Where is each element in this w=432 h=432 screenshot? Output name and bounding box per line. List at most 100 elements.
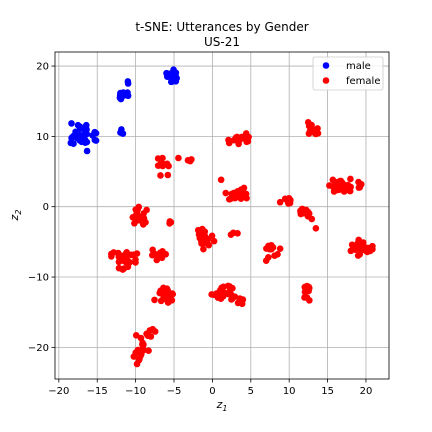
x-tick-label: 15	[321, 386, 334, 397]
scatter-point-female	[242, 130, 250, 137]
scatter-point-female	[147, 333, 155, 340]
scatter-point-female	[243, 194, 250, 202]
plot-frame	[54, 51, 390, 380]
scatter-point-female	[229, 284, 236, 292]
scatter-point-female	[333, 185, 341, 193]
legend-label-male: male	[346, 61, 371, 72]
scatter-point-female	[151, 296, 158, 304]
scatter-point-female	[234, 135, 241, 142]
scatter-point-female	[271, 252, 278, 259]
y-axis-label-subscript: 2	[14, 210, 23, 215]
y-tick-label: −20	[28, 343, 49, 354]
scatter-point-female	[357, 180, 365, 188]
scatter-point-female	[132, 332, 140, 339]
y-axis-label: z2	[8, 210, 23, 222]
scatter-point-female	[238, 300, 246, 308]
scatter-point-female	[133, 250, 141, 257]
legend-box	[312, 56, 384, 91]
scatter-point-female	[222, 189, 230, 197]
scatter-point-female	[340, 182, 347, 189]
scatter-point-female	[157, 172, 164, 179]
scatter-point-female	[132, 259, 139, 266]
scatter-point-male	[117, 95, 125, 103]
scatter-point-female	[262, 257, 270, 265]
scatter-point-female	[276, 198, 284, 206]
scatter-point-female	[346, 187, 354, 195]
scatter-point-female	[234, 230, 241, 237]
scatter-point-female	[276, 245, 284, 252]
scatter-point-female	[188, 156, 195, 163]
scatter-point-female	[354, 239, 362, 247]
x-tick-label: 0	[209, 386, 215, 397]
scatter-point-female	[145, 347, 152, 355]
scatter-point-male	[83, 147, 91, 155]
legend-marker-male	[322, 62, 330, 69]
scatter-point-female	[149, 246, 156, 254]
scatter-point-female	[347, 175, 354, 183]
x-tick-label: −5	[167, 386, 182, 397]
scatter-point-female	[140, 341, 147, 348]
scatter-point-female	[228, 296, 235, 303]
x-tick-label: −10	[125, 386, 146, 397]
scatter-point-female	[154, 155, 162, 162]
x-axis-label-subscript: 1	[222, 404, 227, 413]
scatter-point-female	[208, 291, 215, 298]
scatter-point-female	[123, 252, 130, 260]
scatter-point-female	[137, 334, 145, 342]
scatter-point-female	[160, 284, 167, 292]
y-tick-label: −10	[28, 273, 49, 284]
scatter-point-female	[164, 171, 172, 179]
x-axis-label: z1	[216, 398, 228, 413]
scatter-point-female	[308, 215, 316, 223]
scatter-point-female	[146, 327, 154, 334]
axis-ticks: −20 −15 −10 −5 0 5 10 15 20 −20 −10 0 10 20	[28, 62, 372, 397]
y-tick-label: 20	[36, 62, 49, 73]
scatter-point-female	[143, 206, 150, 214]
scatter-point-female	[137, 352, 144, 360]
x-tick-label: 10	[283, 386, 296, 397]
scatter-point-female	[135, 203, 143, 211]
scatter-point-female	[266, 245, 274, 253]
scatter-point-female	[210, 237, 218, 245]
scatter-point-female	[237, 194, 244, 202]
scatter-point-female	[225, 139, 233, 147]
scatter-point-female	[120, 265, 128, 272]
scatter-point-female	[148, 251, 156, 259]
scatter-point-female	[308, 121, 315, 129]
y-tick-label: 0	[43, 202, 49, 213]
legend-label-female: female	[346, 76, 380, 87]
scatter-point-female	[140, 346, 147, 353]
scatter-point-female	[303, 294, 311, 301]
scatter-point-male	[172, 78, 180, 85]
scatter-point-female	[303, 286, 310, 293]
x-tick-label: 20	[360, 386, 373, 397]
scatter-point-female	[284, 197, 291, 205]
x-tick-label: −15	[87, 386, 108, 397]
scatter-point-female	[304, 208, 312, 216]
chart-title: t-SNE: Utterances by Gender	[135, 20, 308, 34]
scatter-point-female	[225, 195, 233, 203]
scatter-point-female	[131, 220, 138, 227]
scatter-point-female	[164, 291, 172, 298]
scatter-point-female	[312, 224, 320, 232]
x-tick-label: −20	[48, 386, 69, 397]
scatter-points	[67, 66, 376, 368]
scatter-point-female	[129, 214, 137, 221]
scatter-point-female	[213, 290, 221, 297]
scatter-point-female	[126, 259, 133, 266]
scatter-point-male	[89, 132, 96, 139]
scatter-point-female	[166, 218, 174, 225]
scatter-point-female	[162, 250, 170, 258]
scatter-point-female	[175, 154, 182, 162]
legend: male female	[312, 56, 384, 91]
scatter-point-female	[200, 245, 207, 253]
y-axis-label-main: z	[8, 214, 21, 221]
scatter-point-female	[154, 162, 162, 169]
scatter-point-female	[199, 227, 207, 234]
scatter-point-male	[76, 124, 84, 132]
scatter-point-female	[312, 130, 319, 137]
scatter-point-female	[297, 207, 304, 215]
scatter-point-female	[220, 291, 228, 298]
scatter-point-female	[153, 252, 161, 260]
